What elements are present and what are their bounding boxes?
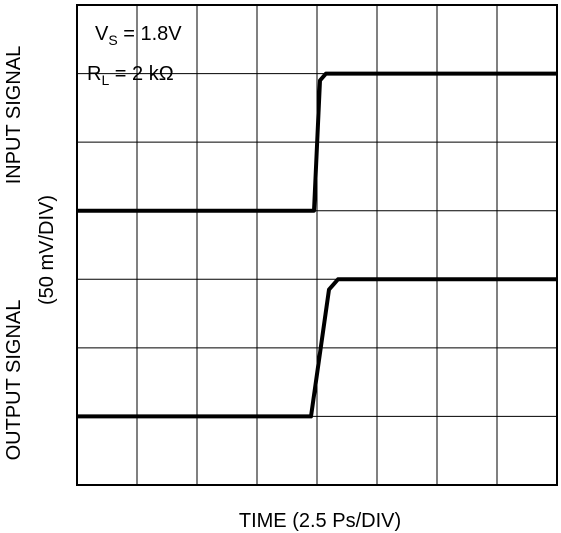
- y-axis-label-scale: (50 mV/DIV): [36, 195, 58, 305]
- traces: [77, 71, 557, 419]
- x-axis-label: TIME (2.5 Ps/DIV): [239, 510, 401, 532]
- annotation-vs: VS = 1.8V: [95, 23, 182, 48]
- y-axis-label-input: INPUT SIGNAL: [3, 46, 25, 185]
- output-signal-trace: [77, 277, 557, 419]
- input-signal-trace: [77, 71, 557, 213]
- y-axis-label-output: OUTPUT SIGNAL: [3, 300, 25, 461]
- annotation-rl: RL = 2 kΩ: [87, 63, 174, 88]
- grid: [77, 5, 557, 485]
- plot-frame: [76, 4, 558, 486]
